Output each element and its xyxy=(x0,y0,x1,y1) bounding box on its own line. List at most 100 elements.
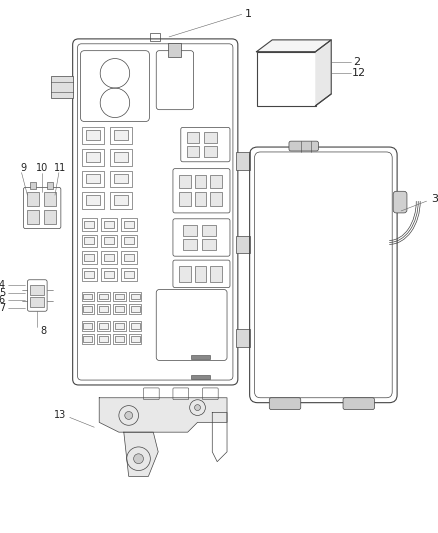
Bar xyxy=(82,192,104,209)
Bar xyxy=(121,235,137,247)
Bar xyxy=(110,192,132,209)
Bar xyxy=(82,171,104,188)
Bar xyxy=(84,294,92,300)
Bar xyxy=(97,292,110,301)
Bar xyxy=(113,321,126,331)
Bar xyxy=(86,131,100,140)
Bar xyxy=(205,146,217,157)
Text: 7: 7 xyxy=(0,303,5,313)
Bar xyxy=(113,292,126,301)
Bar xyxy=(179,175,191,188)
Bar xyxy=(202,239,216,251)
Bar xyxy=(51,76,73,98)
Bar xyxy=(86,174,100,183)
Text: 5: 5 xyxy=(0,288,5,297)
Bar xyxy=(30,297,44,308)
Bar xyxy=(113,334,126,344)
Bar xyxy=(81,334,94,344)
Bar xyxy=(81,304,94,314)
Bar xyxy=(129,334,141,344)
Bar xyxy=(129,321,141,331)
Bar xyxy=(85,221,94,228)
Text: 10: 10 xyxy=(36,163,48,173)
Bar xyxy=(179,192,191,206)
Polygon shape xyxy=(124,432,158,477)
Bar xyxy=(44,192,56,206)
Bar xyxy=(129,304,141,314)
Bar xyxy=(85,271,94,278)
Bar xyxy=(194,175,206,188)
Bar xyxy=(86,195,100,205)
Bar xyxy=(97,334,110,344)
Text: 8: 8 xyxy=(40,326,46,336)
Bar xyxy=(84,306,92,312)
Bar xyxy=(113,304,126,314)
Bar xyxy=(99,336,108,342)
Bar xyxy=(81,321,94,331)
Bar xyxy=(236,152,250,169)
Bar xyxy=(104,254,114,261)
Circle shape xyxy=(194,405,201,410)
Bar xyxy=(202,225,216,236)
Bar xyxy=(115,323,124,329)
FancyBboxPatch shape xyxy=(269,398,301,409)
Bar xyxy=(150,33,160,41)
Text: 12: 12 xyxy=(352,68,366,78)
Text: 1: 1 xyxy=(245,9,252,19)
Bar xyxy=(82,127,104,144)
Bar xyxy=(47,182,53,189)
Bar xyxy=(191,356,210,359)
Bar xyxy=(30,285,44,295)
Bar xyxy=(85,238,94,244)
Bar xyxy=(124,271,134,278)
Bar xyxy=(81,268,97,281)
Bar xyxy=(115,336,124,342)
Bar xyxy=(101,251,117,264)
Text: 6: 6 xyxy=(0,295,5,305)
Circle shape xyxy=(125,411,133,419)
Bar xyxy=(114,174,128,183)
Bar xyxy=(131,306,140,312)
Bar xyxy=(101,218,117,231)
Bar xyxy=(115,294,124,300)
Bar xyxy=(121,218,137,231)
Bar xyxy=(104,271,114,278)
Bar xyxy=(110,171,132,188)
Bar xyxy=(236,329,250,346)
Bar xyxy=(194,266,206,282)
FancyBboxPatch shape xyxy=(289,141,318,151)
Polygon shape xyxy=(315,40,331,106)
Text: 13: 13 xyxy=(54,410,66,421)
Bar xyxy=(210,175,222,188)
Bar xyxy=(82,149,104,166)
Bar xyxy=(104,221,114,228)
Polygon shape xyxy=(257,40,331,52)
Text: 3: 3 xyxy=(431,194,438,204)
Bar xyxy=(101,268,117,281)
Bar xyxy=(104,238,114,244)
Text: 4: 4 xyxy=(0,280,5,290)
Text: 2: 2 xyxy=(353,56,360,67)
Bar xyxy=(191,375,210,379)
Bar xyxy=(179,266,191,282)
Circle shape xyxy=(134,454,144,464)
Bar xyxy=(129,292,141,301)
Polygon shape xyxy=(99,398,227,432)
Bar xyxy=(121,268,137,281)
Bar xyxy=(99,323,108,329)
Bar xyxy=(85,254,94,261)
Bar xyxy=(81,251,97,264)
Bar xyxy=(210,266,222,282)
Bar xyxy=(210,192,222,206)
Bar xyxy=(81,235,97,247)
Bar xyxy=(28,192,39,206)
Bar xyxy=(124,221,134,228)
Bar xyxy=(44,210,56,224)
FancyBboxPatch shape xyxy=(393,191,407,213)
Bar xyxy=(194,192,206,206)
Bar xyxy=(99,294,108,300)
Bar xyxy=(97,304,110,314)
Bar xyxy=(131,336,140,342)
Bar xyxy=(84,336,92,342)
Bar xyxy=(124,238,134,244)
